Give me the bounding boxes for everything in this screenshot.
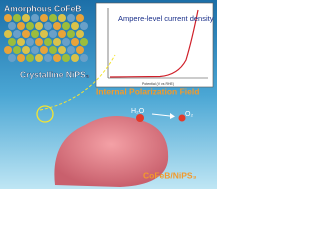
atom (49, 14, 57, 22)
catalyst-label: CoFeB/NiPS₃ (143, 170, 197, 180)
product-label: O₂ (185, 111, 193, 118)
oxygen-molecule (178, 114, 186, 122)
atom (67, 30, 75, 38)
atom (71, 22, 79, 30)
atom (44, 22, 52, 30)
atom (44, 38, 52, 46)
atom (58, 46, 66, 54)
atom (71, 54, 79, 62)
zoom-circle (36, 105, 54, 123)
atom (35, 38, 43, 46)
atom (26, 22, 34, 30)
atom (22, 14, 30, 22)
atom (13, 30, 21, 38)
atom (53, 38, 61, 46)
reaction-arrow (151, 113, 171, 117)
inset-plot (95, 2, 214, 88)
atom (31, 14, 39, 22)
atom (62, 22, 70, 30)
atom-lattice (4, 14, 88, 62)
crystalline-label: Crystalline NiPS₃ (20, 69, 90, 79)
atom (8, 38, 16, 46)
inset-curve (109, 9, 199, 78)
water-molecule (136, 114, 144, 122)
atom (17, 54, 25, 62)
atom (22, 46, 30, 54)
catalyst-blob (54, 116, 169, 187)
graphical-abstract: Ampere-level current density Potential (… (0, 0, 217, 189)
atom (35, 54, 43, 62)
atom (58, 30, 66, 38)
reactant-label: H₂O (131, 108, 145, 115)
amorphous-label: Amorphous CoFeB (4, 3, 81, 13)
atom (17, 22, 25, 30)
atom (58, 14, 66, 22)
atom (26, 54, 34, 62)
atom (76, 14, 84, 22)
field-label: Internal Polarization Field (96, 86, 199, 96)
inset-x-label: Potential (V vs RHE) (142, 82, 174, 86)
atom (13, 14, 21, 22)
atom (62, 54, 70, 62)
atom (80, 54, 88, 62)
atom (53, 22, 61, 30)
zoom-line (39, 54, 116, 111)
atom (35, 22, 43, 30)
atom (13, 46, 21, 54)
atom (22, 30, 30, 38)
atom (49, 46, 57, 54)
atom (76, 30, 84, 38)
atom (67, 14, 75, 22)
atom (80, 22, 88, 30)
atom (40, 30, 48, 38)
atom (67, 46, 75, 54)
atom (71, 38, 79, 46)
atom (44, 54, 52, 62)
atom (76, 46, 84, 54)
atom (49, 30, 57, 38)
atom (4, 30, 12, 38)
atom (17, 38, 25, 46)
atom (4, 14, 12, 22)
arrow-head (170, 113, 175, 119)
atom (53, 54, 61, 62)
atom (31, 46, 39, 54)
inset-text: Ampere-level current density (118, 14, 214, 23)
atom (40, 46, 48, 54)
atom (8, 22, 16, 30)
atom (80, 38, 88, 46)
atom (62, 38, 70, 46)
atom (8, 54, 16, 62)
atom (31, 30, 39, 38)
atom (26, 38, 34, 46)
atom (40, 14, 48, 22)
atom (4, 46, 12, 54)
